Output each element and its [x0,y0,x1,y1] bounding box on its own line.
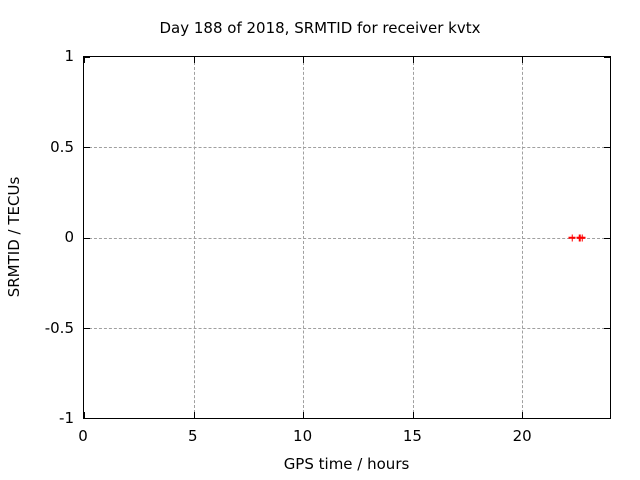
y-tick-mark [604,57,610,58]
x-tick-mark [522,57,524,63]
y-tick-label: 1 [64,47,74,65]
y-tick-mark [84,327,90,329]
y-tick-mark [604,237,610,239]
x-tick-label: 5 [188,427,198,445]
y-tick-mark [604,418,610,419]
x-tick-mark [193,57,195,63]
x-tick-label: 20 [512,427,532,445]
x-tick-mark [84,57,85,63]
y-tick-mark [604,147,610,149]
data-point-marker [579,234,586,241]
x-tick-label: 0 [78,427,88,445]
y-tick-label: 0.5 [50,137,74,156]
y-tick-mark [84,418,90,419]
y-gridline [84,327,610,329]
y-tick-mark [84,237,90,239]
y-gridline [84,237,610,239]
x-tick-mark [303,57,305,63]
y-tick-label: 0 [64,228,74,246]
x-tick-mark [522,412,524,418]
x-tick-label: 15 [402,427,422,445]
x-tick-mark [412,412,414,418]
y-tick-mark [84,147,90,149]
plot-area [83,56,611,419]
x-axis-title: GPS time / hours [283,455,410,473]
x-tick-mark [303,412,305,418]
y-tick-mark [84,57,90,58]
x-tick-mark [412,57,414,63]
x-tick-label: 10 [293,427,313,445]
y-tick-mark [604,327,610,329]
chart-title: Day 188 of 2018, SRMTID for receiver kvt… [159,19,481,37]
y-tick-label: -1 [59,409,74,427]
data-point-marker [569,234,576,241]
y-gridline [84,147,610,149]
x-tick-mark [193,412,195,418]
x-tick-mark [84,412,85,418]
y-axis-title: SRMTID / TECUs [5,176,23,298]
y-tick-label: -0.5 [44,318,74,337]
